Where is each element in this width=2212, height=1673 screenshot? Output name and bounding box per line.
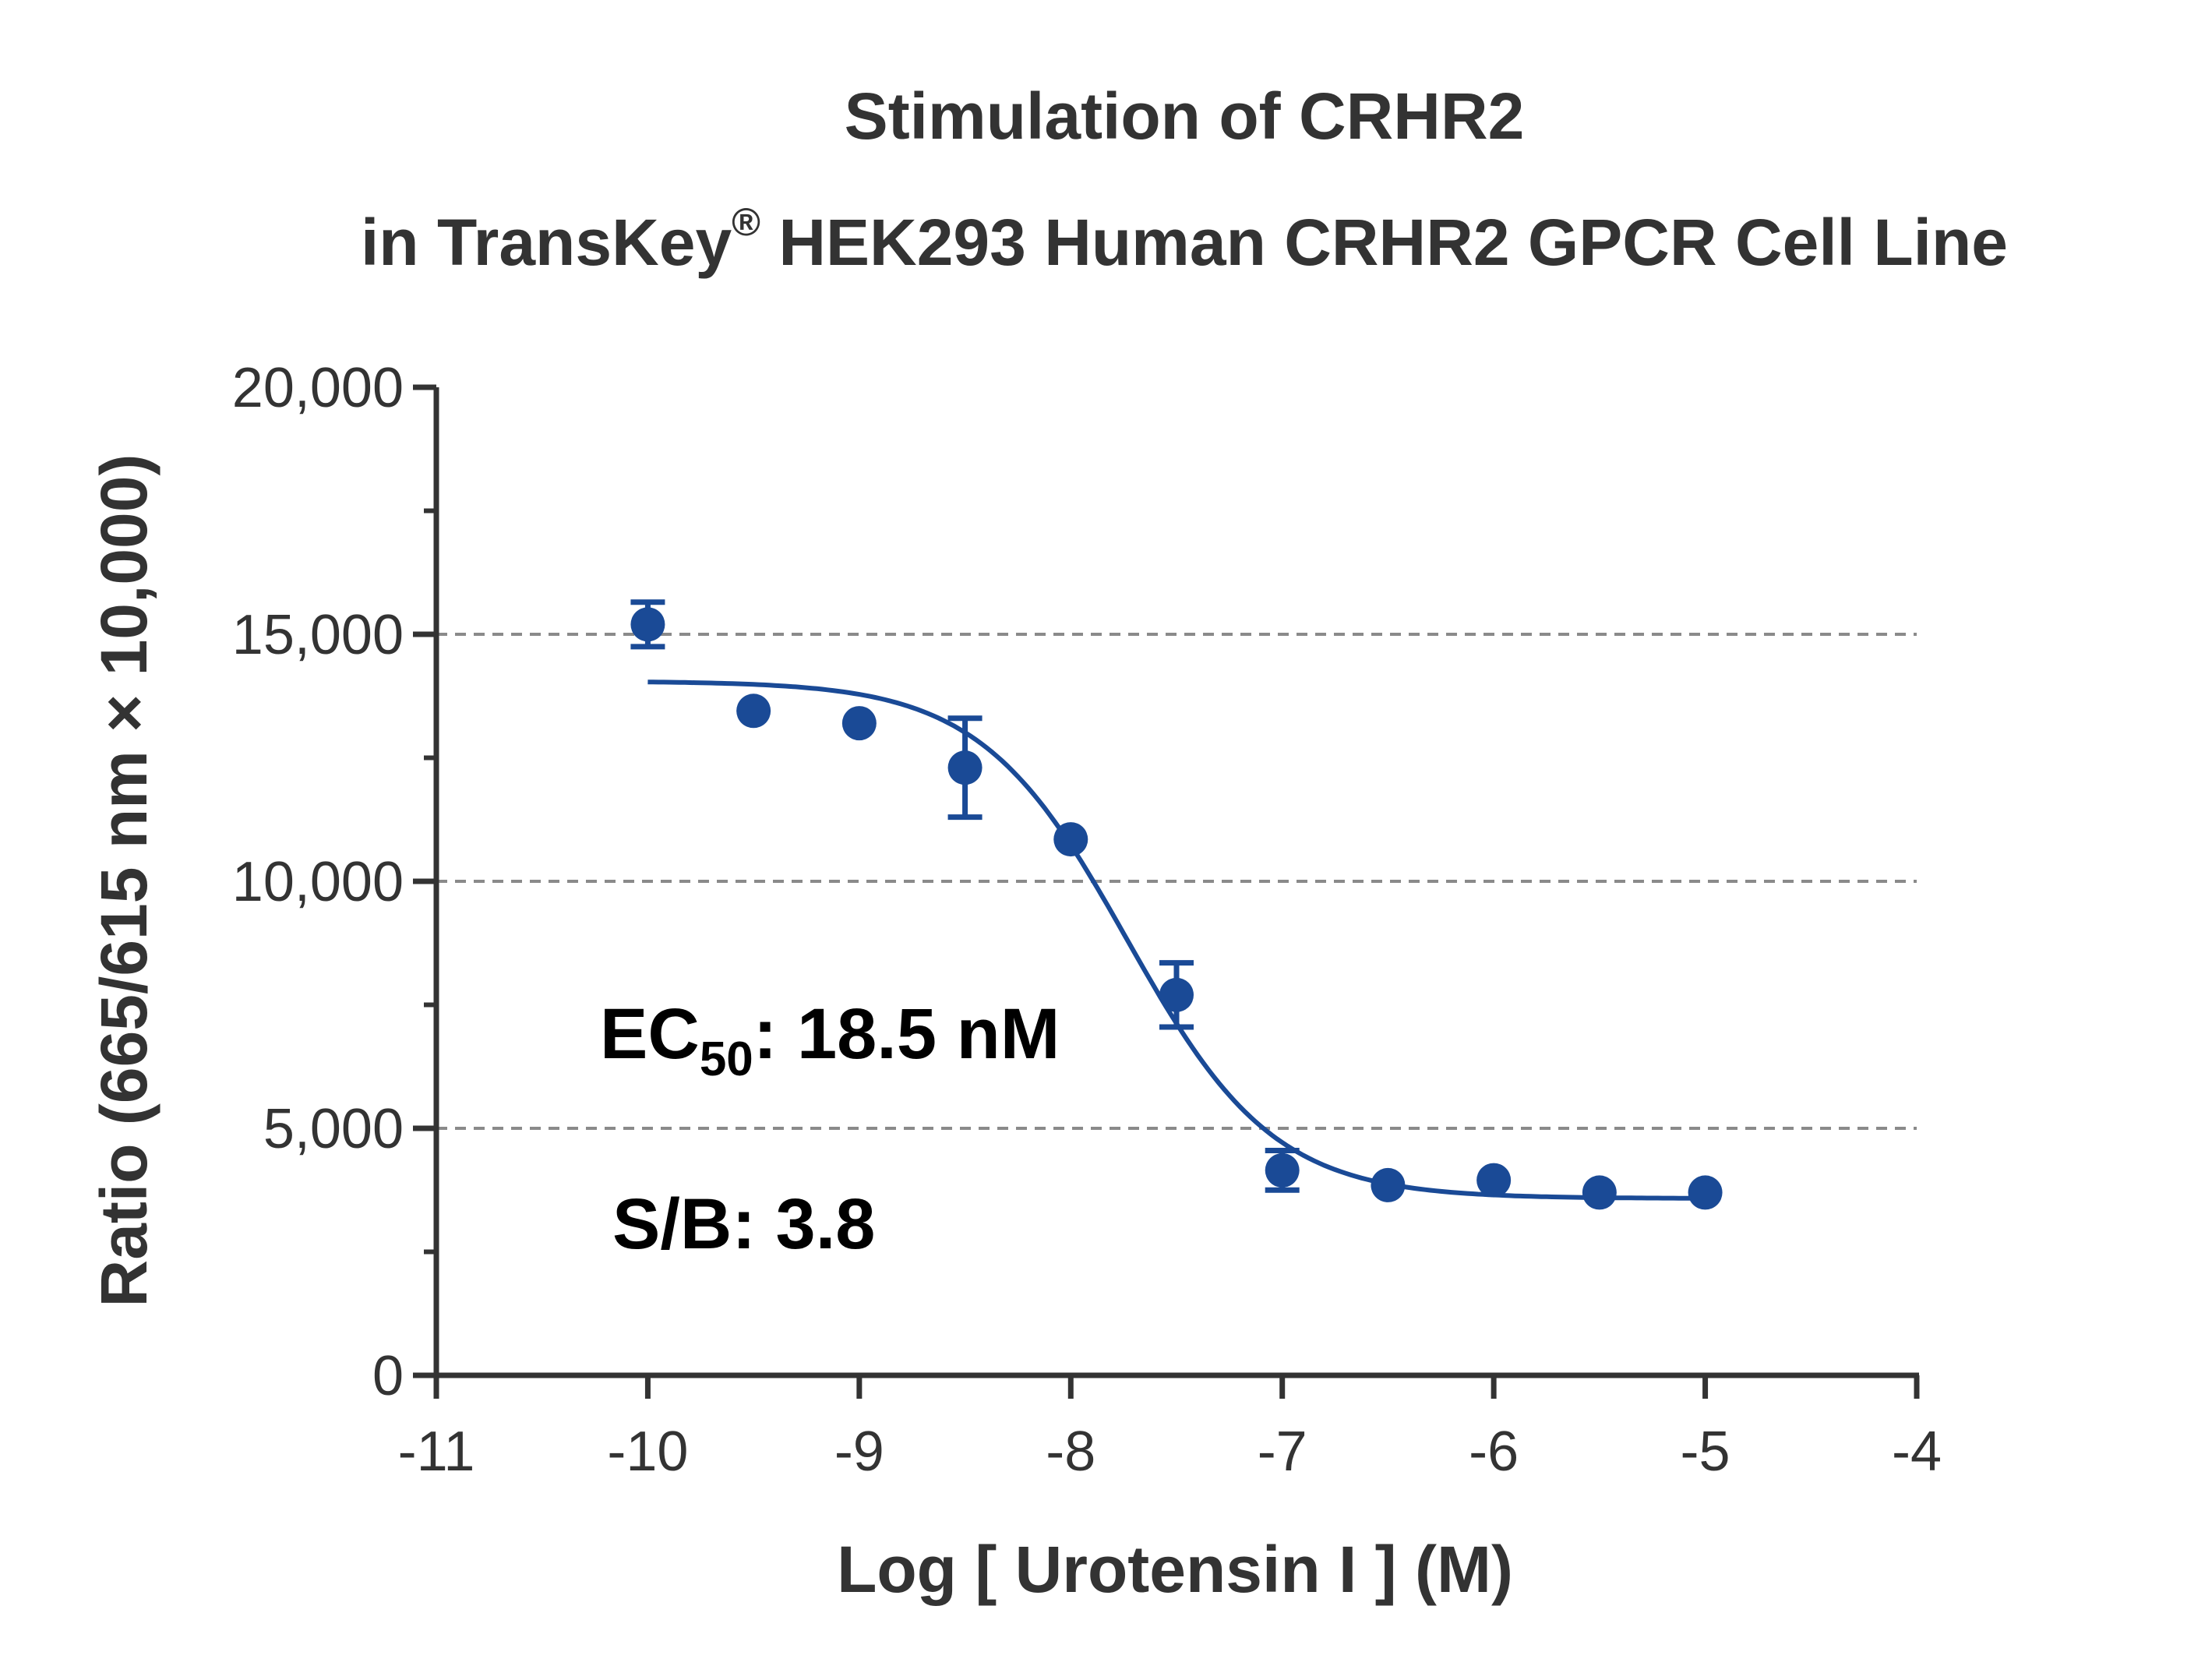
y-axis-title: Ratio (665/615 nm × 10,000) <box>87 454 161 1308</box>
x-axis-title: Log [ Urotensin I ] (M) <box>837 1533 1513 1606</box>
y-tick-labels: 0 5,000 10,000 15,000 20,000 <box>232 357 404 1407</box>
chart-title-line1: Stimulation of CRHR2 <box>845 79 1525 153</box>
title-line2-post: HEK293 Human CRHR2 GPCR Cell Line <box>760 206 2008 279</box>
data-point-2 <box>841 706 877 741</box>
data-point-9 <box>1582 1175 1617 1210</box>
chart-title-line2: in TransKey® HEK293 Human CRHR2 GPCR Cel… <box>361 200 2008 279</box>
ec50-subscript: 50 <box>700 1032 753 1086</box>
data-point-10 <box>1688 1175 1723 1210</box>
x-tick-labels: -11 -10 -9 -8 -7 -6 -5 -4 <box>398 1421 1942 1483</box>
data-point-0 <box>630 607 665 642</box>
data-points <box>630 599 1723 1210</box>
title-line2-sup: ® <box>732 200 760 244</box>
y-tick-label-2: 10,000 <box>232 851 404 913</box>
ec50-prefix: EC <box>600 994 700 1074</box>
x-tick-label-0: -11 <box>398 1421 475 1483</box>
x-tick-label-5: -6 <box>1469 1421 1519 1483</box>
y-tick-label-1: 5,000 <box>263 1098 404 1160</box>
sb-annotation: S/B: 3.8 <box>612 1184 875 1264</box>
fit-curve <box>647 679 1706 1201</box>
x-tick-label-7: -4 <box>1892 1421 1942 1483</box>
data-point-1 <box>736 694 771 729</box>
data-point-4 <box>1053 822 1088 857</box>
y-tick-label-0: 0 <box>372 1345 404 1407</box>
x-tick-label-3: -8 <box>1046 1421 1095 1483</box>
x-tick-label-6: -5 <box>1681 1421 1730 1483</box>
x-tick-label-2: -9 <box>834 1421 884 1483</box>
y-tick-label-3: 15,000 <box>232 604 404 666</box>
x-tick-label-1: -10 <box>607 1421 688 1483</box>
data-point-3 <box>947 750 983 785</box>
ec50-value: : 18.5 nM <box>753 994 1060 1074</box>
data-point-7 <box>1371 1167 1406 1202</box>
gridlines <box>436 633 1917 1130</box>
ec50-annotation: EC50: 18.5 nM <box>600 994 1060 1086</box>
x-tick-label-4: -7 <box>1258 1421 1307 1483</box>
title-line2-pre: in TransKey <box>361 206 732 279</box>
data-point-5 <box>1159 977 1194 1012</box>
data-point-6 <box>1265 1152 1300 1188</box>
y-tick-label-4: 20,000 <box>232 357 404 419</box>
data-point-8 <box>1476 1163 1512 1198</box>
axes <box>413 384 1920 1399</box>
